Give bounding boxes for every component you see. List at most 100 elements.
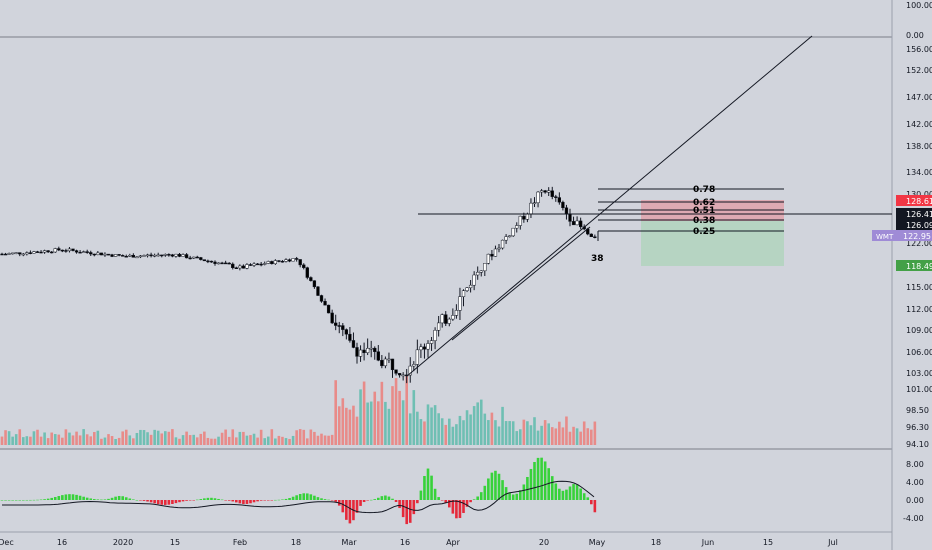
volume-bar [46,438,50,445]
candle-body [128,254,132,257]
oscillator-bar [156,500,160,505]
candle-body [579,220,583,228]
time-tick-label: 16 [57,538,67,547]
time-tick-label: 18 [291,538,301,547]
volume-bar [22,437,25,445]
oscillator-bar [231,500,235,502]
candle-body [529,202,533,215]
volume-bar [469,414,472,445]
volume-bar [572,426,575,445]
volume-bar [107,434,110,445]
time-tick-label: Feb [233,538,247,547]
candle-body [231,263,235,268]
candle-body [554,196,558,198]
volume-bar [511,421,515,445]
volume-bar [426,404,430,445]
candle-body [298,259,302,266]
candle-body [149,254,153,257]
candle-body [220,262,224,265]
oscillator-bar [121,496,124,500]
oscillator-bar [309,494,313,500]
oscillator-bar [96,499,100,500]
candle-body [35,251,40,253]
candle-body [337,325,341,327]
volume-bar [543,420,547,445]
oscillator-bar [284,498,288,500]
oscillator-bar [57,496,61,500]
fib-retracement[interactable]: 0.78 0.62 0.51 0.38 0.25 [597,185,784,241]
oscillator-signal-line [2,480,595,514]
volume-bar [380,381,384,445]
oscillator-bar [78,495,82,500]
candle-body [401,374,405,377]
candle-body [156,254,160,257]
oscillator-bar [586,497,590,500]
time-tick-label: 15 [170,538,180,547]
oscillator-bar [494,470,497,500]
volume-bar [7,431,11,445]
volume-bar [430,407,433,445]
oscillator-bar [100,499,103,501]
percent-axis: 100.00 0.00 [906,1,932,40]
candle-body [110,254,114,257]
volume-bar [327,435,330,445]
candle-body [53,248,57,253]
candle-body [177,253,182,257]
volume-bar [550,427,554,445]
volume-bar [497,426,501,445]
oscillator-bar [0,500,4,501]
oscillator-bar [242,500,245,504]
oscillator-bar [384,495,387,500]
candle-body [18,252,22,255]
candle-body [461,290,466,297]
candle-body [429,340,434,344]
oscillator-bar [64,494,68,500]
trendline-rising[interactable] [406,35,813,377]
oscillator-bar [526,476,529,500]
oscillator-bar [469,500,472,503]
volume-bar [100,438,103,445]
oscillator-bar [419,490,423,500]
candle-body [490,253,494,257]
volume-bar [547,423,550,445]
volume-bar [465,410,469,445]
take-profit-zone[interactable] [641,221,784,266]
candle-body [525,213,530,220]
candle-body [383,358,388,367]
oscillator-bar [423,476,426,500]
volume-bar [533,417,536,445]
volume-bar [288,438,291,445]
volume-bar [281,436,284,445]
oscillator-bar [412,500,416,515]
oscillator-bar [213,498,217,500]
time-axis[interactable]: Dec 16 2020 15 Feb 18 Mar 16 Apr 20 May 18 Jun 15 Jul [0,538,838,547]
candle-body [32,251,36,254]
volume-bar [313,431,316,445]
oscillator-bar [181,500,185,502]
candle-body [593,236,597,239]
volume-bar [526,421,529,445]
oscillator-tick-label: 0.00 [906,496,924,505]
time-tick-label: 20 [539,538,549,547]
candle-body [188,257,192,260]
candle-body [515,225,519,229]
price-tick-label: 152.00 [906,66,932,75]
volume-bar [334,380,337,445]
support-line[interactable] [451,226,591,341]
svg-text:122.95: 122.95 [903,232,931,241]
candle-body [71,248,75,251]
fib-label-025: 0.25 [693,227,715,237]
candle-body [557,197,562,203]
candle-body [206,260,210,263]
price-tick-label: 109.00 [906,326,932,335]
volume-bar [75,431,78,445]
volume-bar [487,420,490,445]
volume-bar [458,415,462,445]
candle-body [458,296,462,311]
oscillator-bar [288,498,291,500]
svg-text:128.61: 128.61 [906,197,932,206]
candle-body [92,253,96,256]
candle-body [138,255,143,258]
oscillator-bar [490,472,494,500]
